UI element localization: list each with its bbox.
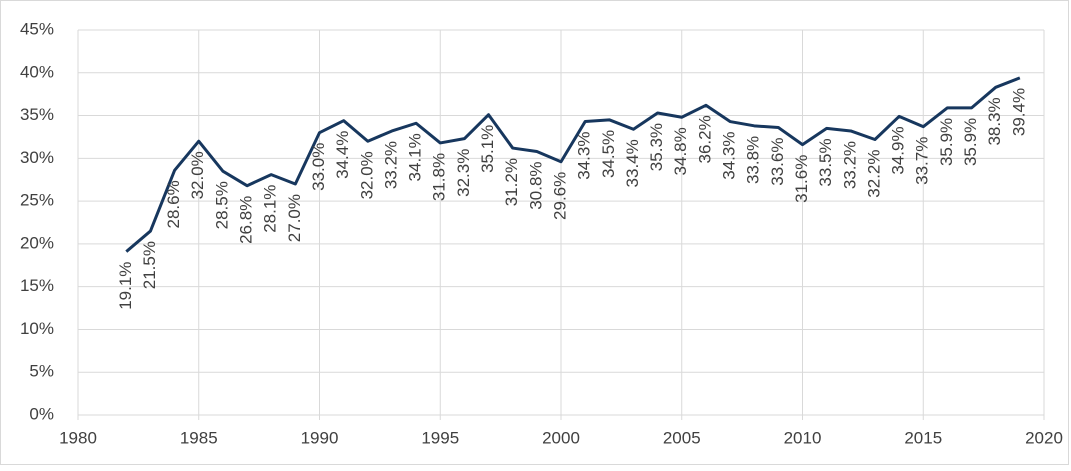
data-label: 33.8%	[744, 136, 763, 184]
y-tick-label: 45%	[20, 19, 54, 38]
data-label: 33.0%	[309, 143, 328, 191]
x-tick-label: 2010	[784, 428, 822, 447]
x-tick-label: 1990	[301, 428, 339, 447]
data-label: 32.3%	[454, 149, 473, 197]
data-label: 33.6%	[768, 138, 787, 186]
data-label: 33.4%	[623, 139, 642, 187]
data-label: 33.2%	[381, 141, 400, 189]
data-label: 32.0%	[188, 151, 207, 199]
data-label: 35.3%	[647, 123, 666, 171]
data-label: 34.1%	[406, 133, 425, 181]
data-label: 31.2%	[502, 158, 521, 206]
x-tick-label: 1985	[180, 428, 218, 447]
data-label: 32.0%	[357, 151, 376, 199]
x-tick-label: 2005	[663, 428, 701, 447]
data-label: 21.5%	[140, 241, 159, 289]
data-label: 28.1%	[261, 185, 280, 233]
data-label: 28.5%	[212, 181, 231, 229]
data-label: 27.0%	[285, 194, 304, 242]
data-label: 28.6%	[164, 180, 183, 228]
y-tick-label: 30%	[20, 148, 54, 167]
data-label: 33.7%	[913, 137, 932, 185]
data-label: 34.4%	[333, 131, 352, 179]
data-label: 34.9%	[889, 126, 908, 174]
data-label: 26.8%	[237, 196, 256, 244]
x-tick-label: 1980	[59, 428, 97, 447]
data-label: 35.9%	[961, 118, 980, 166]
data-label: 38.3%	[985, 97, 1004, 145]
data-label: 34.3%	[720, 132, 739, 180]
data-line	[125, 76, 1021, 253]
data-label: 33.5%	[816, 138, 835, 186]
data-label: 34.8%	[671, 127, 690, 175]
data-label: 31.6%	[792, 155, 811, 203]
y-tick-label: 20%	[20, 233, 54, 252]
x-tick-label: 2000	[542, 428, 580, 447]
x-tick-label: 2020	[1025, 428, 1063, 447]
data-label: 35.9%	[937, 118, 956, 166]
y-tick-label: 10%	[20, 319, 54, 338]
data-label: 36.2%	[695, 115, 714, 163]
data-label: 31.8%	[430, 153, 449, 201]
data-label: 32.2%	[864, 150, 883, 198]
y-tick-label: 40%	[20, 62, 54, 81]
x-tick-label: 1995	[421, 428, 459, 447]
data-label: 35.1%	[478, 125, 497, 173]
data-label: 34.3%	[575, 132, 594, 180]
data-label: 29.6%	[550, 172, 569, 220]
data-label: 30.8%	[526, 161, 545, 209]
y-tick-label: 35%	[20, 105, 54, 124]
data-label: 33.2%	[840, 141, 859, 189]
y-tick-label: 5%	[29, 362, 54, 381]
y-tick-label: 0%	[29, 404, 54, 423]
data-label: 34.5%	[599, 130, 618, 178]
y-tick-label: 15%	[20, 276, 54, 295]
data-label: 19.1%	[116, 262, 135, 310]
data-label: 39.4%	[1009, 88, 1028, 136]
y-tick-label: 25%	[20, 191, 54, 210]
x-tick-label: 2015	[904, 428, 942, 447]
